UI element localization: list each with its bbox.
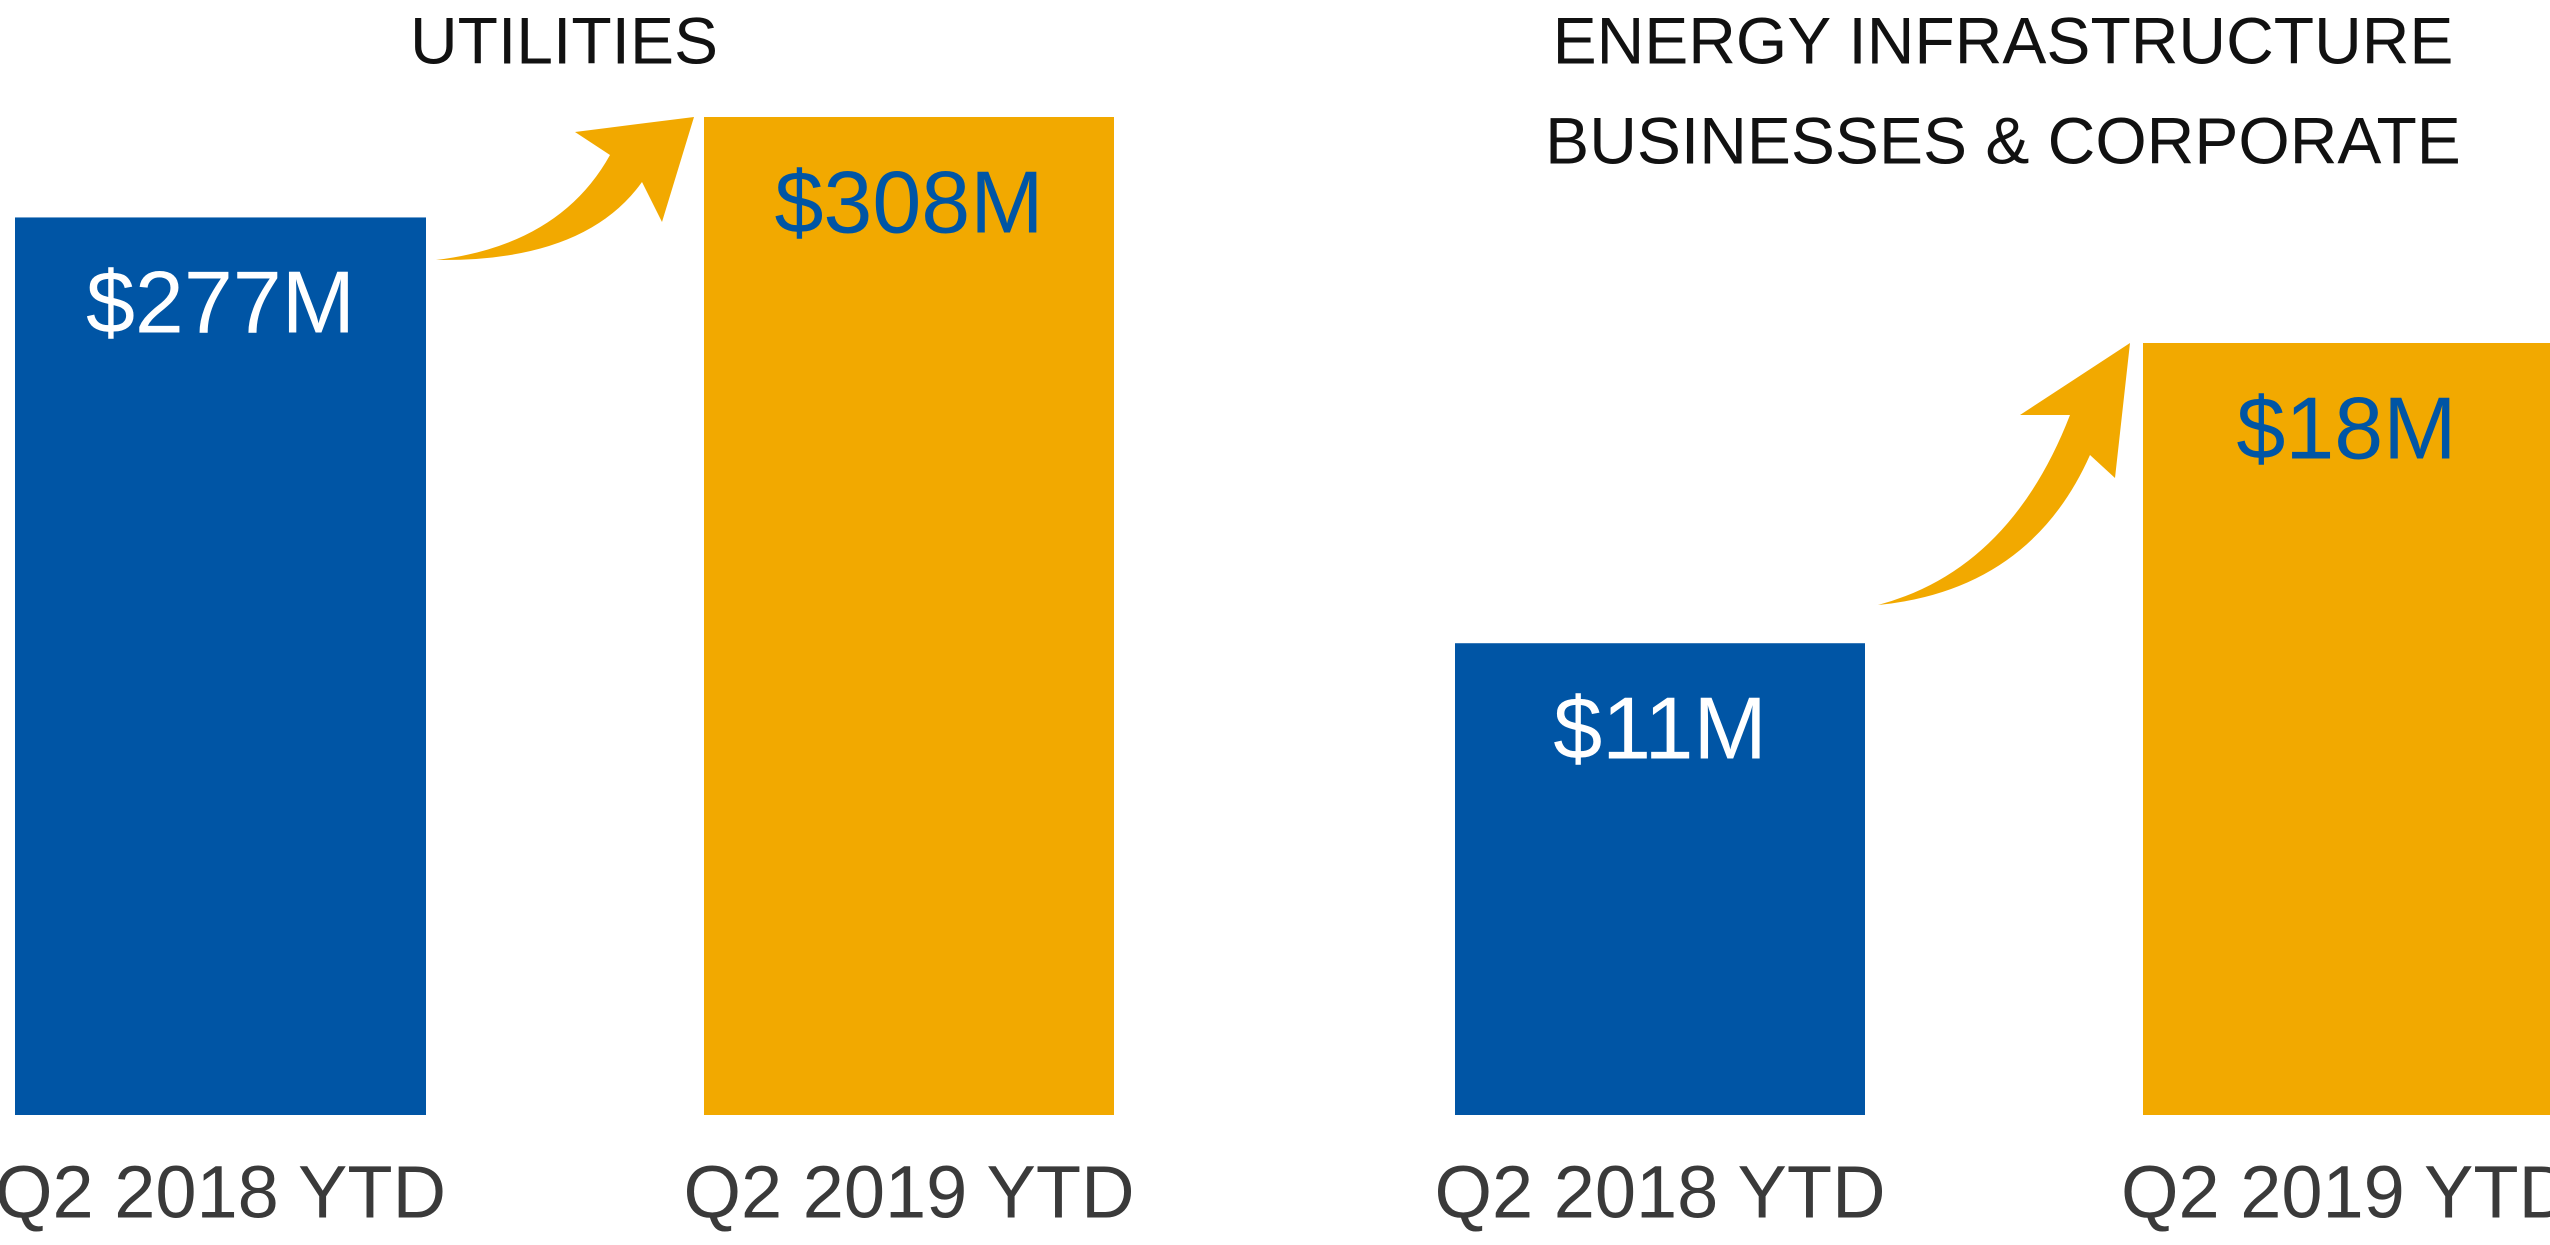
bar	[1455, 643, 1865, 1115]
increase-arrow	[1878, 343, 2130, 605]
bar	[704, 117, 1114, 1115]
chart-title: BUSINESSES & CORPORATE	[1545, 103, 2461, 177]
x-tick-label: Q2 2018 YTD	[0, 1151, 446, 1234]
value-label: $11M	[1553, 678, 1767, 777]
x-tick-label: Q2 2018 YTD	[1434, 1151, 1885, 1234]
value-label: $308M	[774, 152, 1043, 251]
x-tick-label: Q2 2019 YTD	[683, 1151, 1134, 1234]
bar	[2143, 343, 2550, 1115]
chart-title: UTILITIES	[410, 3, 718, 77]
x-tick-label: Q2 2019 YTD	[2121, 1151, 2550, 1234]
value-label: $277M	[86, 253, 355, 352]
chart-title: ENERGY INFRASTRUCTURE	[1553, 3, 2454, 77]
value-label: $18M	[2236, 378, 2456, 477]
bar	[15, 217, 426, 1115]
increase-arrow	[436, 117, 694, 261]
